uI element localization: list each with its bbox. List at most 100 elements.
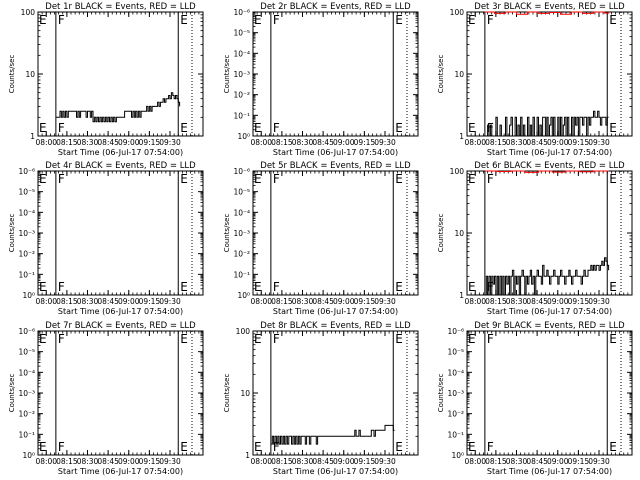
x-tick-label: 09:30: [374, 138, 396, 147]
x-tick-label: 08:00: [464, 138, 486, 147]
marker-label-bottom: F: [273, 440, 280, 454]
x-tick-label: 08:30: [292, 297, 314, 306]
marker-label-top: F: [273, 332, 280, 346]
x-tick-label: 09:30: [159, 138, 181, 147]
marker-label-bottom: F: [273, 121, 280, 135]
panel-title: Det 7r BLACK = Events, RED = LLD: [45, 321, 196, 331]
y-tick-label: 10⁻¹: [18, 430, 35, 439]
edge-label-top: E: [39, 332, 47, 346]
x-tick-label: 09:00: [333, 457, 355, 466]
marker-label-top: F: [58, 332, 65, 346]
x-tick-label: 08:30: [292, 138, 314, 147]
x-tick-label: 09:00: [547, 297, 569, 306]
x-tick-label: 08:00: [464, 297, 486, 306]
x-tick-label: 08:15: [56, 138, 78, 147]
x-tick-label: 09:15: [354, 138, 376, 147]
x-axis-label: Start Time (06-Jul-17 07:54:00): [487, 467, 612, 476]
x-tick-label: 09:00: [118, 297, 140, 306]
x-tick-label: 09:00: [333, 297, 355, 306]
x-tick-label: 08:00: [35, 297, 57, 306]
marker-label-top: F: [58, 13, 65, 27]
edge-label-bottom: E: [254, 280, 262, 294]
marker-label-bottom: F: [487, 440, 494, 454]
marker-label-top: F: [273, 172, 280, 186]
marker-label-top: E: [609, 172, 617, 186]
y-tick-label: 1: [459, 132, 464, 141]
detector-panel-6: Det 6r BLACK = Events, RED = LLD 1 10 100 08…: [437, 161, 633, 316]
x-tick-label: 08:30: [506, 457, 528, 466]
y-tick-label: 100: [21, 8, 36, 17]
y-tick-label: 10⁻²: [447, 410, 464, 419]
edge-label-bottom: E: [39, 440, 47, 454]
detector-panel-2: Det 2r BLACK = Events, RED = LLD 10⁰ 10⁻¹ 1…: [223, 2, 419, 157]
marker-label-top: E: [395, 172, 403, 186]
edge-label-bottom: E: [254, 121, 262, 135]
marker-label-top: E: [180, 332, 188, 346]
y-tick-label: 10⁰: [237, 132, 250, 141]
y-axis-label: Counts/sec: [437, 55, 445, 94]
x-tick-label: 09:00: [333, 138, 355, 147]
events-series-line: [484, 110, 609, 137]
x-tick-label: 09:15: [139, 457, 161, 466]
x-tick-label: 08:15: [271, 297, 293, 306]
edge-label-top: E: [468, 13, 476, 27]
panel-title: Det 4r BLACK = Events, RED = LLD: [45, 161, 196, 171]
y-tick-label: 100: [450, 8, 465, 17]
x-tick-label: 08:15: [271, 138, 293, 147]
panel-title: Det 2r BLACK = Events, RED = LLD: [260, 2, 411, 12]
x-axis-label: Start Time (06-Jul-17 07:54:00): [58, 467, 183, 476]
marker-label-top: F: [487, 13, 494, 27]
panel-title: Det 9r BLACK = Events, RED = LLD: [474, 321, 625, 331]
y-tick-label: 10: [454, 70, 464, 79]
x-tick-label: 08:30: [506, 297, 528, 306]
x-tick-label: 08:00: [35, 457, 57, 466]
detector-panel-3: Det 3r BLACK = Events, RED = LLD 1 10 100 08…: [437, 2, 633, 157]
marker-label-bottom: E: [180, 440, 188, 454]
x-tick-label: 09:00: [547, 457, 569, 466]
y-tick-label: 10⁻⁵: [18, 348, 35, 357]
x-tick-label: 08:45: [97, 457, 119, 466]
edge-label-bottom: E: [39, 280, 47, 294]
x-axis-label: Start Time (06-Jul-17 07:54:00): [273, 307, 398, 316]
x-tick-label: 09:15: [139, 297, 161, 306]
x-tick-label: 09:00: [118, 138, 140, 147]
x-tick-label: 08:00: [250, 457, 272, 466]
x-tick-label: 09:00: [118, 457, 140, 466]
y-tick-label: 1: [30, 132, 35, 141]
marker-label-bottom: E: [609, 440, 617, 454]
y-tick-label: 10: [25, 70, 35, 79]
x-tick-label: 08:45: [312, 138, 334, 147]
x-tick-label: 08:15: [271, 457, 293, 466]
x-tick-label: 08:00: [250, 138, 272, 147]
y-tick-label: 10⁻⁴: [233, 208, 250, 217]
y-tick-label: 10⁻¹: [233, 111, 250, 120]
edge-label-bottom: E: [39, 121, 47, 135]
x-tick-label: 08:00: [250, 297, 272, 306]
marker-label-top: F: [273, 13, 280, 27]
y-tick-label: 10⁻⁴: [18, 208, 35, 217]
marker-label-top: F: [58, 172, 65, 186]
y-tick-label: 10⁻¹: [18, 270, 35, 279]
x-axis-label: Start Time (06-Jul-17 07:54:00): [487, 148, 612, 157]
edge-label-top: E: [254, 332, 262, 346]
y-tick-label: 10⁻³: [447, 389, 464, 398]
x-axis-label: Start Time (06-Jul-17 07:54:00): [487, 307, 612, 316]
x-tick-label: 08:15: [56, 457, 78, 466]
y-tick-label: 10⁻⁵: [447, 348, 464, 357]
marker-label-top: E: [609, 332, 617, 346]
x-tick-label: 08:45: [526, 297, 548, 306]
x-tick-label: 09:15: [568, 138, 590, 147]
detector-panel-8: Det 8r BLACK = Events, RED = LLD 1 10 100 08…: [223, 321, 419, 476]
y-tick-label: 10⁻¹: [233, 270, 250, 279]
x-tick-label: 08:45: [312, 297, 334, 306]
y-axis-label: Counts/sec: [8, 374, 16, 413]
marker-label-top: E: [609, 13, 617, 27]
y-tick-label: 10⁰: [22, 451, 35, 460]
panel-title: Det 6r BLACK = Events, RED = LLD: [474, 161, 625, 171]
y-tick-label: 10⁻²: [233, 91, 250, 100]
y-tick-label: 100: [450, 167, 465, 176]
panel-title: Det 3r BLACK = Events, RED = LLD: [474, 2, 625, 12]
x-tick-label: 09:15: [568, 457, 590, 466]
y-axis-label: Counts/sec: [437, 214, 445, 253]
